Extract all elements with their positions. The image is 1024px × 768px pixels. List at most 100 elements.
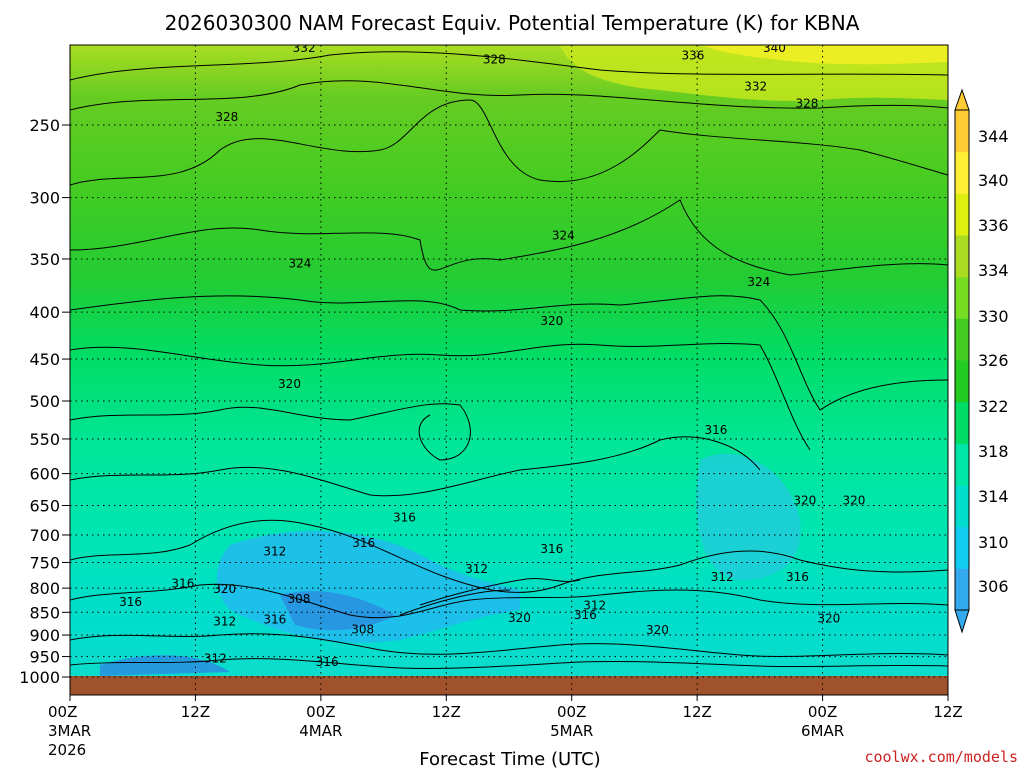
contour-label-11: 320 [278,377,301,391]
contour-label-32: 320 [842,494,865,508]
x-axis-label: Forecast Time (UTC) [419,749,600,768]
contour-label-8: 324 [552,229,575,243]
y-tick-label-500: 500 [29,392,60,411]
contour-label-26: 316 [574,608,597,622]
y-tick-label-850: 850 [29,603,60,622]
colorbar-label-314: 314 [978,487,1009,506]
colorbar-label-322: 322 [978,397,1009,416]
colorbar-top-arrow [954,88,970,111]
x-tick-sub-4: 5MAR [550,722,593,740]
x-tick-label-7: 12Z [933,703,962,721]
x-tick-label-2: 00Z [306,703,335,721]
contour-label-27: 312 [583,599,606,613]
x-tick-label-6: 00Z [808,703,837,721]
colorbar-label-336: 336 [978,216,1009,235]
contour-label-4: 332 [744,80,767,94]
y-tick-label-400: 400 [29,303,60,322]
colorbar-swatch-5 [955,360,969,403]
contour-label-6: 328 [215,110,238,124]
contour-label-29: 312 [711,570,734,584]
contour-label-16: 312 [263,545,286,559]
contour-label-13: 316 [393,511,416,525]
colorbar-swatch-6 [955,318,969,361]
colorbar-swatch-0 [955,568,969,611]
colorbar-swatch-7 [955,276,969,319]
contour-label-21: 316 [119,595,142,609]
contour-label-24: 308 [351,623,374,637]
contour-label-28: 320 [646,623,669,637]
contour-label-5: 328 [795,97,818,111]
contour-label-12: 316 [705,423,728,437]
y-tick-label-800: 800 [29,579,60,598]
colorbar-label-334: 334 [978,261,1009,280]
terrain [70,676,948,695]
x-tick-sub-0: 3MAR [48,722,91,740]
contour-label-17: 312 [465,562,488,576]
colorbar-label-340: 340 [978,171,1009,190]
contour-label-33: 320 [817,611,840,625]
y-tick-label-1000: 1000 [19,668,60,687]
contour-label-34: 312 [204,652,227,666]
chart-title: 2026030300 NAM Forecast Equiv. Potential… [165,11,860,35]
cool-sfc [100,655,230,676]
credit-text: coolwx.com/models [864,748,1018,766]
contour-label-3: 340 [763,41,786,55]
y-tick-label-350: 350 [29,250,60,269]
contour-label-0: 332 [293,41,316,55]
colorbar-swatch-8 [955,235,969,278]
contour-label-7: 324 [288,257,311,271]
colorbar-label-306: 306 [978,577,1009,596]
colorbar-swatch-10 [955,151,969,194]
x-tick-label-3: 12Z [432,703,461,721]
y-tick-label-650: 650 [29,496,60,515]
y-tick-label-250: 250 [29,116,60,135]
colorbar-label-330: 330 [978,307,1009,326]
x-tick-label-0: 00Z [48,703,77,721]
colorbar-bottom-arrow [954,609,970,634]
colorbar-swatch-3 [955,443,969,486]
contour-label-23: 316 [263,612,286,626]
grid-lines [70,45,948,695]
x-tick-label-1: 12Z [181,703,210,721]
colorbar-swatch-4 [955,401,969,444]
y-tick-label-700: 700 [29,526,60,545]
x-tick-label-4: 00Z [557,703,586,721]
colorbar: 306 310 314 318 322 326 330 334 336 340 344 [954,88,1009,634]
colorbar-label-318: 318 [978,442,1009,461]
y-tick-label-950: 950 [29,648,60,667]
contour-label-9: 324 [747,275,770,289]
x-tick-sub-6: 6MAR [801,722,844,740]
colorbar-label-344: 344 [978,127,1009,146]
contour-label-35: 316 [316,655,339,669]
colorbar-label-326: 326 [978,351,1009,370]
y-tick-label-600: 600 [29,465,60,484]
x-tick-sub2-0: 2026 [48,741,86,759]
colorbar-swatch-1 [955,526,969,569]
contour-label-2: 336 [682,49,705,63]
contour-label-25: 320 [508,611,531,625]
contour-label-31: 320 [793,494,816,508]
contour-label-22: 312 [213,615,236,629]
colorbar-swatch-2 [955,485,969,528]
contour-label-18: 316 [171,577,194,591]
contour-label-10: 320 [540,314,563,328]
cool-east [696,453,801,580]
contour-label-14: 316 [352,536,375,550]
colorbar-frame [954,109,970,611]
contour-label-19: 320 [213,582,236,596]
contour-label-20: 308 [287,592,310,606]
upper-yellow-band [700,45,948,65]
y-tick-label-550: 550 [29,430,60,449]
colorbar-swatch-9 [955,193,969,236]
y-axis: 250 300 350 400 450 500 550 600 650 700 750 800 850 9… [19,116,70,687]
contour-label-30: 316 [786,570,809,584]
y-tick-label-300: 300 [29,189,60,208]
x-tick-sub-2: 4MAR [299,722,342,740]
y-tick-label-450: 450 [29,350,60,369]
y-tick-label-750: 750 [29,553,60,572]
plot-frame [69,44,949,696]
